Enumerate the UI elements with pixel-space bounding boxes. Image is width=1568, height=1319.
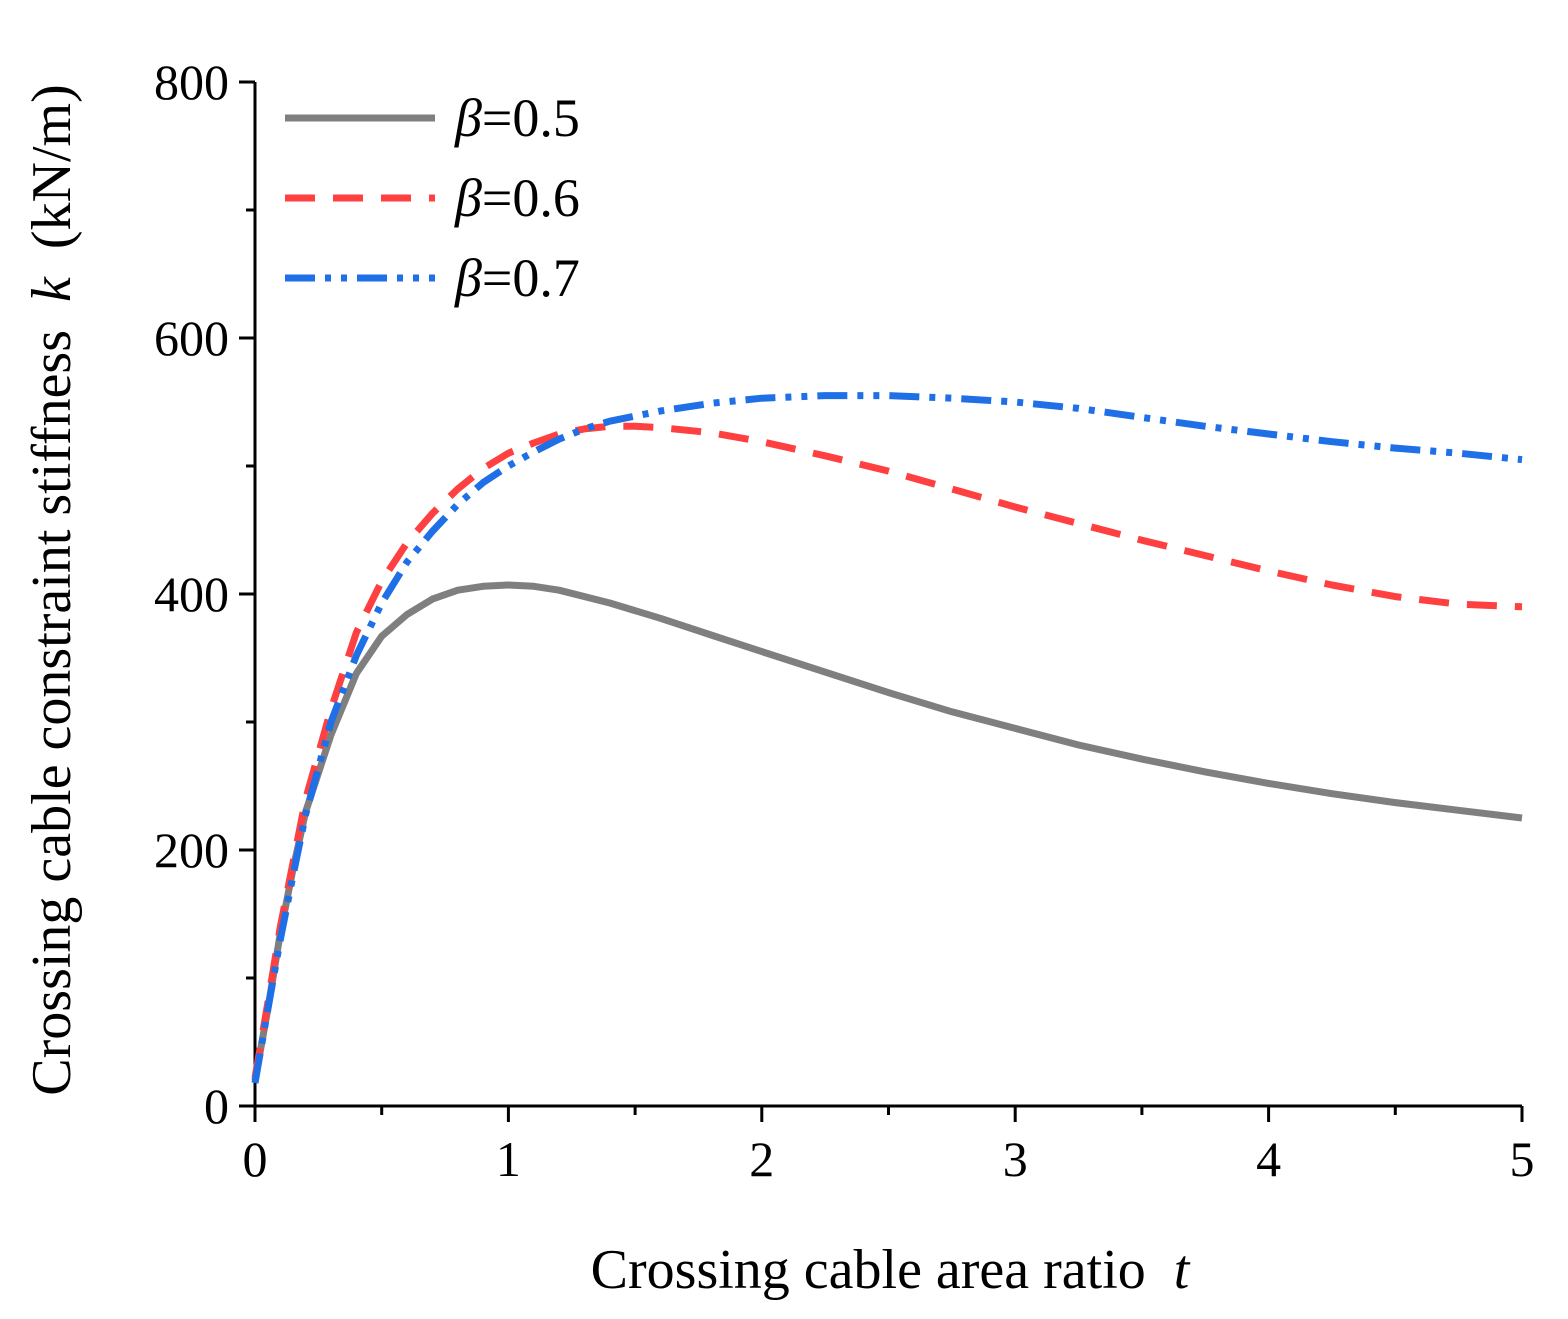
y-axis-title-variable: k bbox=[21, 276, 83, 302]
x-axis-title: Crossing cable area ratio t bbox=[591, 1239, 1191, 1301]
y-axis-title-unit: (kN/m) bbox=[21, 84, 83, 249]
legend-symbol: β bbox=[454, 88, 482, 148]
x-tick-label: 2 bbox=[749, 1131, 774, 1187]
legend: β=0.5β=0.6β=0.7 bbox=[285, 88, 580, 308]
x-tick-label: 0 bbox=[243, 1131, 268, 1187]
legend-label-1: β=0.5 bbox=[454, 88, 580, 148]
legend-label-3: β=0.7 bbox=[454, 248, 580, 308]
x-axis-title-text: Crossing cable area ratio bbox=[591, 1239, 1146, 1301]
x-tick-label: 1 bbox=[496, 1131, 521, 1187]
y-tick-label: 600 bbox=[154, 310, 229, 366]
legend-value: =0.5 bbox=[482, 88, 580, 148]
axes: 0 1 2 3 4 5 0 200 400 600 800 bbox=[154, 54, 1535, 1187]
series-line-2 bbox=[251, 422, 1523, 1079]
series-layer bbox=[251, 392, 1523, 1084]
y-tick-label: 800 bbox=[154, 54, 229, 110]
x-axis-title-variable: t bbox=[1174, 1239, 1191, 1301]
y-tick-label: 200 bbox=[154, 822, 229, 878]
y-tick-label: 0 bbox=[204, 1078, 229, 1134]
series-line-3 bbox=[251, 392, 1523, 1084]
legend-value: =0.6 bbox=[482, 168, 580, 228]
legend-symbol: β bbox=[454, 168, 482, 228]
y-axis-title-text: Crossing cable constraint stiffness bbox=[21, 330, 83, 1096]
legend-symbol: β bbox=[454, 248, 482, 308]
x-tick-label: 3 bbox=[1003, 1131, 1028, 1187]
axis-titles: Crossing cable area ratio t Crossing cab… bbox=[21, 84, 1191, 1301]
series-line-1 bbox=[251, 581, 1523, 1082]
legend-label-2: β=0.6 bbox=[454, 168, 580, 228]
x-tick-label: 5 bbox=[1510, 1131, 1535, 1187]
y-axis-title: Crossing cable constraint stiffness k (k… bbox=[21, 84, 83, 1095]
x-tick-label: 4 bbox=[1256, 1131, 1281, 1187]
y-tick-label: 400 bbox=[154, 566, 229, 622]
legend-value: =0.7 bbox=[482, 248, 580, 308]
